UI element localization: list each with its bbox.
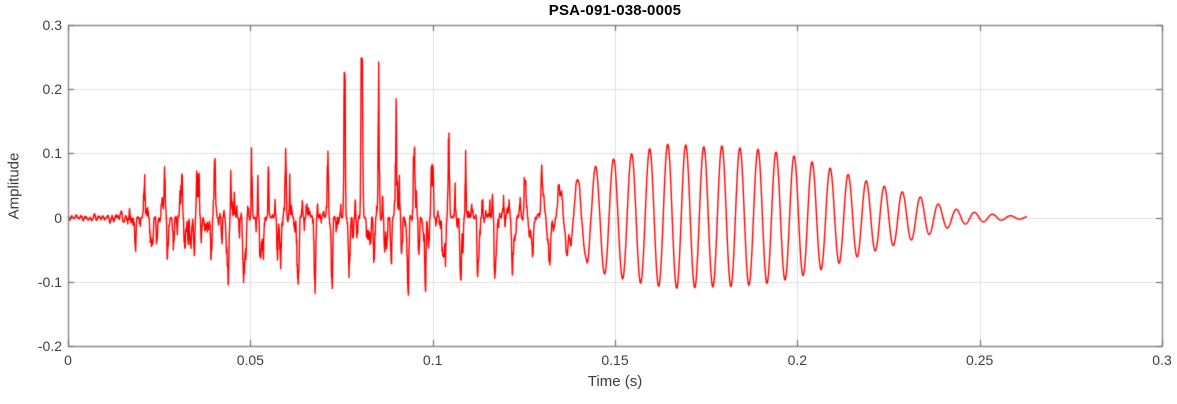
plot-title: PSA-091-038-0005	[548, 2, 682, 19]
x-tick-label: 0.3	[1152, 352, 1172, 368]
y-tick-label: -0.2	[37, 338, 62, 354]
x-tick-label: 0.25	[966, 352, 994, 368]
x-tick-label: 0.05	[236, 352, 264, 368]
x-tick-label: 0.1	[422, 352, 443, 368]
x-axis-label: Time (s)	[587, 373, 643, 390]
y-tick-label: 0.3	[42, 17, 62, 33]
y-tick-label: 0.1	[42, 145, 62, 162]
x-tick-label: 0.15	[601, 352, 629, 368]
x-tick-label: 0.2	[787, 352, 808, 368]
x-tick-label: 0	[64, 352, 72, 368]
y-tick-label: 0.2	[42, 81, 62, 98]
y-tick-label: 0	[54, 209, 62, 226]
y-tick-label: -0.1	[37, 273, 62, 290]
